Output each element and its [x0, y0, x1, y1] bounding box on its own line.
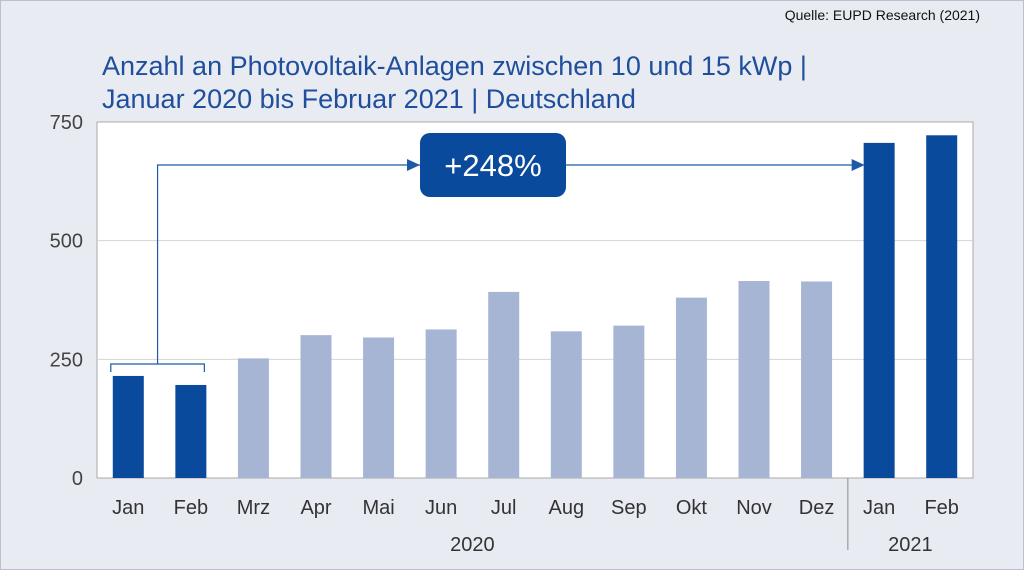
x-tick-label: Feb: [174, 497, 208, 519]
x-tick-label: Dez: [799, 497, 835, 519]
x-tick-label: Aug: [548, 497, 584, 519]
bar: [926, 135, 958, 479]
arrowhead: [407, 159, 420, 171]
bar: [488, 291, 520, 478]
bar: [237, 358, 269, 478]
y-tick-label: 750: [50, 112, 83, 134]
bar: [801, 281, 833, 478]
year-label: 2020: [450, 534, 495, 556]
x-tick-label: Jan: [863, 497, 895, 519]
bar: [363, 337, 395, 478]
chart-title-line2: Januar 2020 bis Februar 2021 | Deutschla…: [102, 84, 636, 114]
annotation-badge: [420, 133, 566, 197]
bar: [112, 375, 144, 478]
bar: [863, 142, 895, 479]
year-label: 2021: [888, 534, 933, 556]
x-tick-label: Okt: [676, 497, 708, 519]
bar: [675, 297, 707, 478]
bar: [425, 329, 457, 478]
x-tick-label: Jan: [112, 497, 144, 519]
bar: [550, 331, 582, 478]
x-tick-label: Sep: [611, 497, 647, 519]
y-tick-label: 250: [50, 349, 83, 371]
x-tick-label: Mrz: [237, 497, 270, 519]
y-tick-label: 500: [50, 231, 83, 253]
bar: [300, 335, 332, 478]
chart-title: Anzahl an Photovoltaik-Anlagen zwischen …: [102, 50, 922, 116]
bar: [738, 281, 770, 478]
bar: [613, 325, 645, 478]
bar: [175, 384, 207, 478]
x-tick-label: Nov: [736, 497, 772, 519]
arrow-line: [156, 164, 858, 364]
source-label: Quelle: EUPD Research (2021): [784, 7, 980, 23]
arrowhead: [851, 159, 865, 171]
x-tick-label: Mai: [362, 497, 394, 519]
chart-title-line1: Anzahl an Photovoltaik-Anlagen zwischen …: [102, 51, 807, 81]
y-tick-label: 0: [72, 468, 83, 490]
x-tick-label: Jul: [491, 497, 517, 519]
x-tick-label: Jun: [425, 497, 457, 519]
x-tick-label: Feb: [924, 497, 958, 519]
annotation-text: +248%: [444, 148, 541, 183]
x-tick-label: Apr: [300, 497, 331, 519]
